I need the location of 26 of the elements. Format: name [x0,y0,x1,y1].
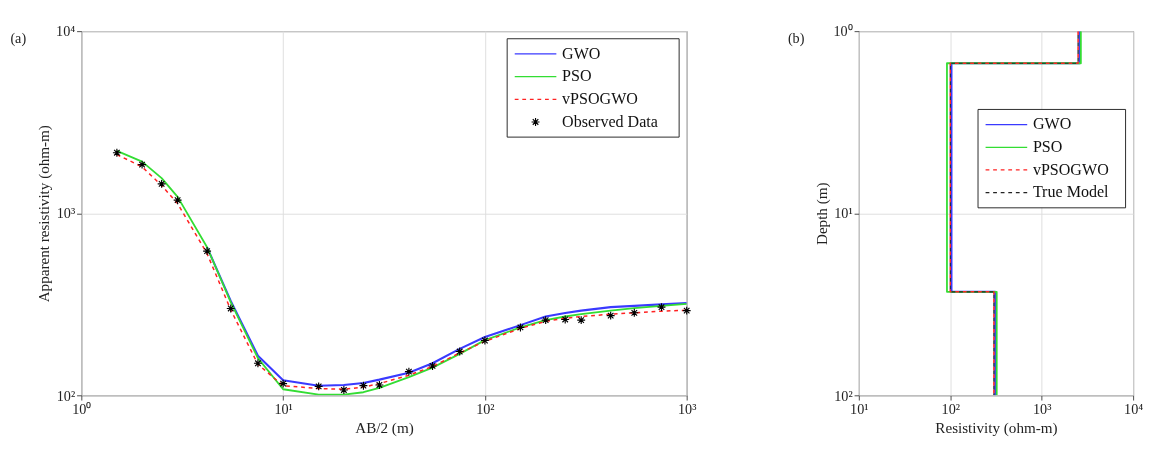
y-tick-label: 10⁰ [833,23,853,40]
x-tick-label: 10² [476,400,495,417]
x-tick-label: 10¹ [850,400,869,417]
y-tick-label: 10² [834,387,853,404]
legend-label: Observed Data [562,112,658,130]
legend-label: GWO [1032,115,1072,133]
legend-label: vPSOGWO [1032,160,1109,178]
legend-label: True Model [1032,183,1110,201]
x-axis-title: AB/2 (m) [355,419,414,437]
x-tick-label: 10³ [1032,400,1052,417]
x-tick-label: 10¹ [274,400,293,417]
x-tick-label: 10⁴ [1124,400,1144,417]
chart-title: (b) [787,29,805,47]
y-axis-title: Depth (m) [814,182,832,246]
x-axis-title: Resistivity (ohm-m) [935,419,1058,437]
y-tick-label: 10⁴ [56,23,76,40]
legend-label: PSO [562,67,592,85]
x-tick-label: 10² [941,400,960,417]
x-tick-label: 10³ [677,400,697,417]
y-tick-label: 10³ [56,205,76,222]
legend-label: PSO [1032,138,1063,156]
y-axis-title: Apparent resistivity (ohm-m) [36,125,54,303]
legend-label: vPSOGWO [562,90,638,108]
chart-title: (a) [10,29,27,47]
legend-label: GWO [562,44,601,62]
y-tick-label: 10¹ [834,205,853,222]
